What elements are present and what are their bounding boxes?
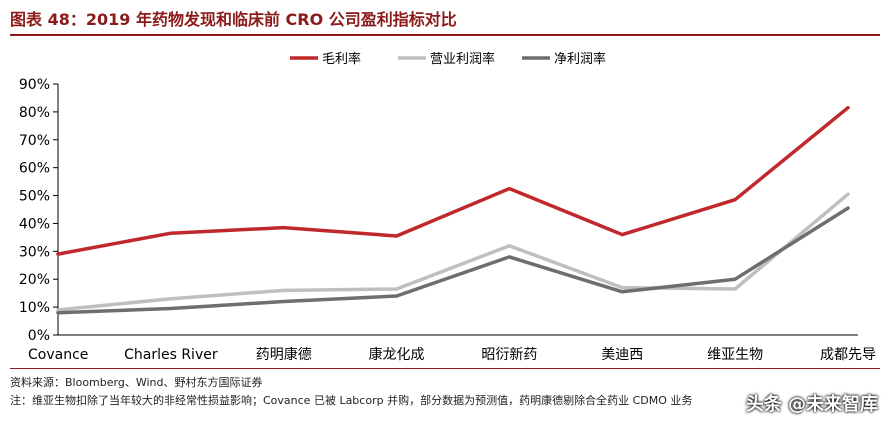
series-line-3 <box>56 206 850 315</box>
source-note: 资料来源：Bloomberg、Wind、野村东方国际证券 <box>10 376 263 389</box>
y-tick-label: 70% <box>19 133 50 149</box>
y-tick-label: 60% <box>19 161 50 177</box>
y-tick-label: 90% <box>19 77 50 93</box>
x-tick-label: 药明康德 <box>256 346 312 363</box>
series-line-1 <box>56 105 850 256</box>
y-tick-label: 10% <box>19 300 50 316</box>
footer-divider <box>10 368 880 369</box>
x-tick-label: 昭衍新药 <box>481 347 537 363</box>
x-tick-label: Covance <box>28 347 88 363</box>
x-tick-label: Charles River <box>124 347 218 363</box>
watermark: 头条 @未来智库 <box>745 394 878 415</box>
y-tick-label: 50% <box>19 189 50 205</box>
page-title: 图表 48：2019 年药物发现和临床前 CRO 公司盈利指标对比 <box>10 10 457 29</box>
y-tick-label: 40% <box>19 216 50 232</box>
legend-label-1: 毛利率 <box>322 51 361 67</box>
y-tick-label: 0% <box>28 328 50 344</box>
x-tick-label: 成都先导 <box>820 347 876 363</box>
remark-note: 注：维亚生物扣除了当年较大的非经常性损益影响；Covance 已被 Labcor… <box>10 394 693 407</box>
x-tick-label: 康龙化成 <box>369 346 425 363</box>
footnotes: 资料来源：Bloomberg、Wind、野村东方国际证券 注：维亚生物扣除了当年… <box>10 374 692 410</box>
legend-label-3: 净利润率 <box>554 51 606 67</box>
y-tick-label: 30% <box>19 244 50 260</box>
y-tick-label: 80% <box>19 105 50 121</box>
line-chart: 0% 10% 20% 30% 40% 50% 60% 70% 80% 90% Covance Char… <box>19 51 876 363</box>
x-tick-label: 维亚生物 <box>707 347 763 363</box>
title-divider <box>10 34 880 36</box>
y-tick-label: 20% <box>19 272 50 288</box>
legend-label-2: 营业利润率 <box>430 51 495 67</box>
series-line-2 <box>56 192 850 312</box>
x-tick-label: 美迪西 <box>601 347 643 363</box>
